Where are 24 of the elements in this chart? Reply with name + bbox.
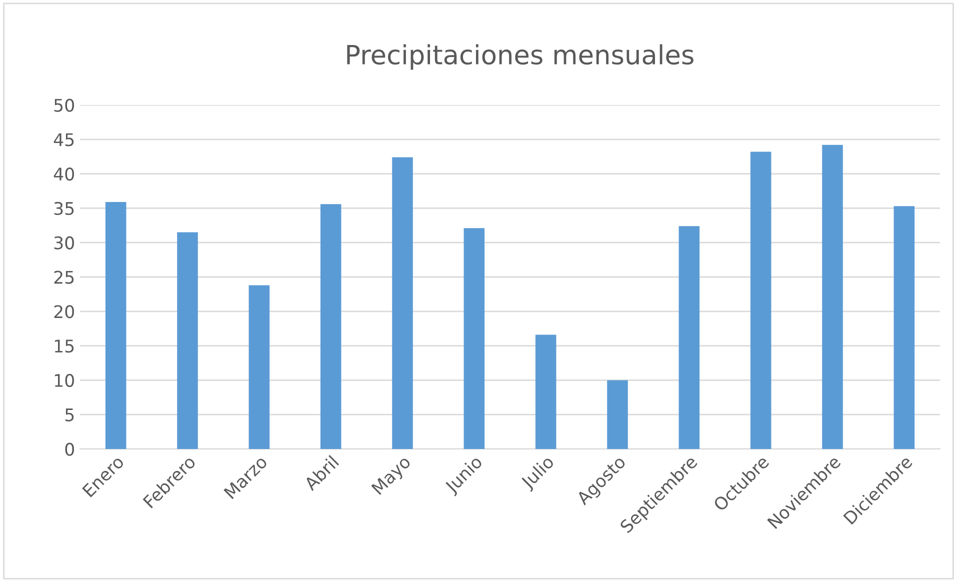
bar — [392, 157, 413, 449]
bar — [822, 144, 843, 449]
y-tick-label: 40 — [54, 168, 74, 181]
bar — [678, 226, 700, 449]
y-tick-label: 30 — [54, 236, 74, 250]
y-tick-label: 5 — [65, 408, 74, 422]
bar — [177, 232, 198, 449]
bar — [320, 204, 342, 449]
bar — [894, 206, 915, 449]
bar — [464, 228, 485, 449]
bar — [248, 285, 270, 449]
chart-title: Precipitaciones mensuales — [347, 44, 694, 70]
bar — [535, 334, 556, 449]
bar — [607, 380, 628, 449]
bar — [105, 202, 126, 449]
y-tick-label: 35 — [54, 202, 74, 216]
y-tick-label: 10 — [54, 374, 74, 388]
y-tick-label: 15 — [54, 340, 74, 353]
y-tick-label: 0 — [65, 442, 74, 456]
y-tick-label: 45 — [54, 133, 74, 146]
y-tick-label: 25 — [54, 270, 74, 284]
y-tick-label: 50 — [54, 98, 74, 112]
bar — [750, 152, 772, 449]
y-tick-label: 20 — [54, 305, 74, 318]
